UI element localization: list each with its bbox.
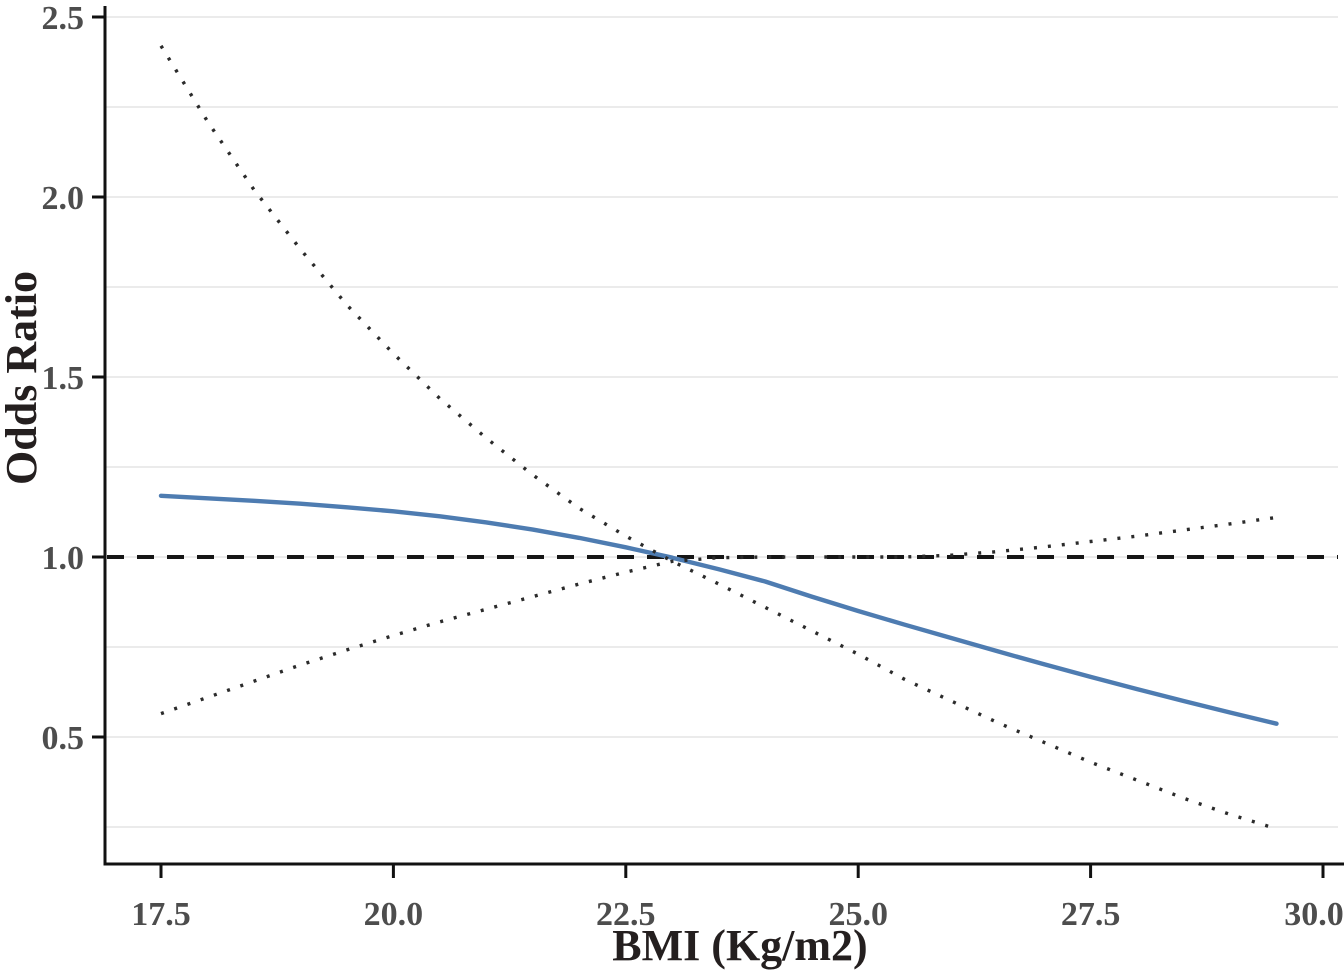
ci-bound-descending-curve [159,44,1278,831]
y-tick-label: 0.5 [42,720,85,757]
tick-labels: 0.5 1.0 1.5 2.0 2.5 17.5 20.0 22.5 25.0 27.5 30.0 [42,0,1344,933]
odds-ratio-estimate-curve [158,493,1279,726]
x-axis-title: BMI (Kg/m2) [612,921,867,970]
axes [103,6,1344,866]
x-tick-label: 30.0 [1284,896,1344,933]
x-tick-label: 22.5 [596,896,656,933]
ci-bound-ascending-curve [160,515,1277,716]
y-tick-label: 2.0 [42,180,85,217]
tick-marks [92,15,1325,878]
x-tick-label: 20.0 [364,896,424,933]
x-tick-label: 27.5 [1061,896,1121,933]
x-tick-label: 25.0 [828,896,888,933]
series-curves [158,44,1279,831]
x-tick-label: 17.5 [131,896,191,933]
y-tick-label: 2.5 [42,0,85,37]
y-tick-label: 1.0 [42,540,85,577]
y-tick-label: 1.5 [42,360,85,397]
y-axis-title: Odds Ratio [0,271,46,485]
gridlines [105,16,1338,828]
